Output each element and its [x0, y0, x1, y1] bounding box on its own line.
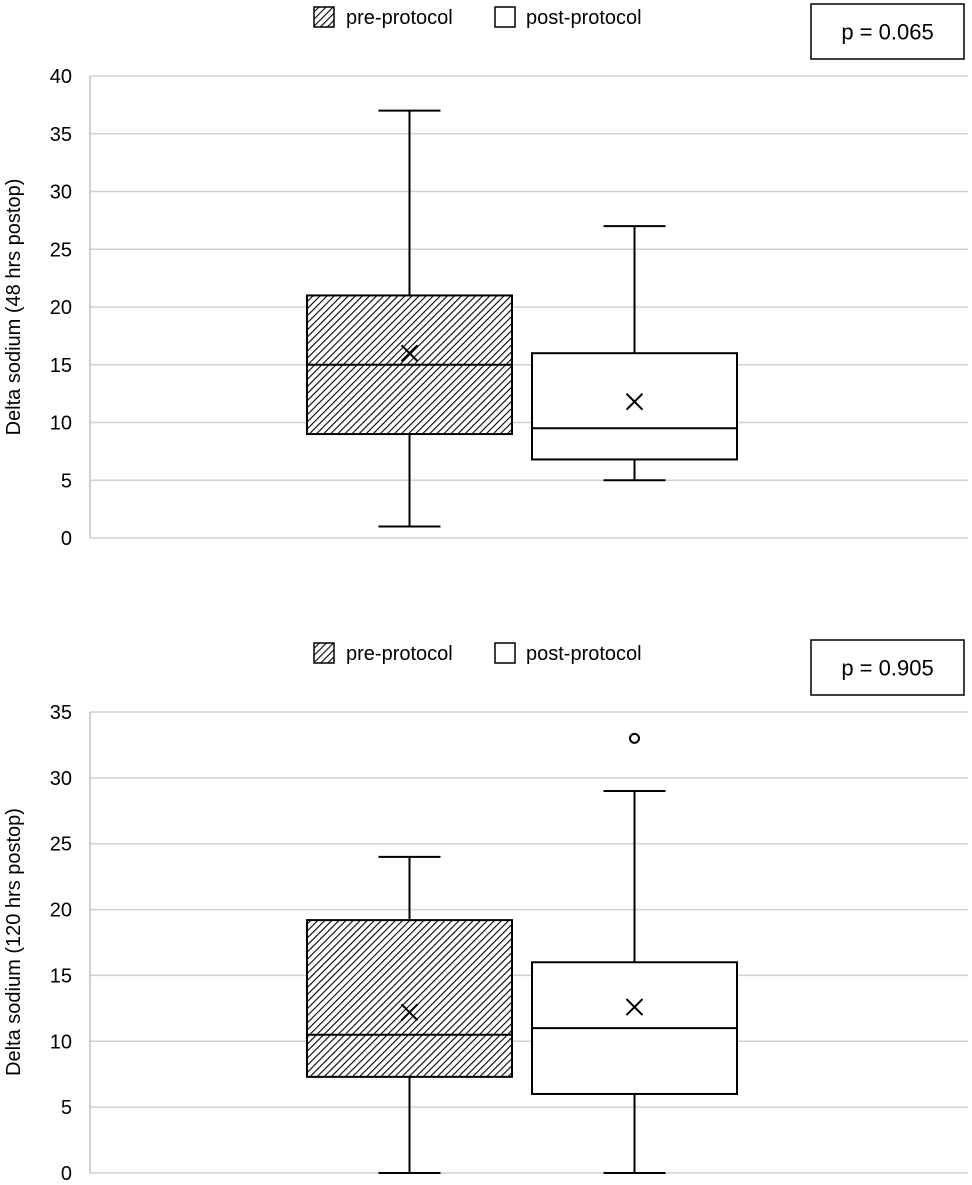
legend: pre-protocol post-protocol [313, 642, 642, 665]
box-pre-protocol [306, 109, 513, 528]
y-tick-label: 10 [50, 1031, 72, 1053]
mean-marker [625, 998, 644, 1016]
y-tick-label: 20 [50, 900, 72, 922]
outlier-point [629, 732, 640, 744]
y-tick-label: 5 [61, 1097, 72, 1119]
box-post-protocol [531, 732, 738, 1174]
y-tick-label: 15 [50, 965, 72, 987]
y-tick-label: 10 [50, 413, 72, 435]
y-axis-label: Delta sodium (120 hrs postop) [3, 808, 25, 1076]
y-tick-label: 30 [50, 768, 72, 790]
y-tick-label: 20 [50, 297, 72, 319]
p-value-box [810, 3, 965, 60]
mean-marker [400, 344, 419, 362]
y-tick-label: 5 [61, 470, 72, 492]
legend-label-post: post-protocol [526, 643, 642, 665]
p-value-box [810, 639, 965, 696]
legend-label-pre: pre-protocol [346, 643, 453, 665]
y-tick-label: 25 [50, 239, 72, 261]
legend-swatch-post [494, 6, 516, 28]
legend-swatch-post [494, 642, 516, 664]
iqr-box [306, 919, 513, 1078]
iqr-box [531, 352, 738, 461]
p-value-annotation: p = 0.065 [841, 20, 933, 45]
y-tick-label: 35 [50, 702, 72, 724]
legend: pre-protocol post-protocol [313, 6, 642, 29]
y-tick-label: 35 [50, 124, 72, 146]
y-tick-label: 30 [50, 182, 72, 204]
y-tick-label: 0 [61, 1163, 72, 1185]
mean-marker [400, 1003, 419, 1022]
legend-swatch-pre [313, 6, 335, 28]
y-tick-label: 25 [50, 834, 72, 856]
mean-marker [625, 393, 644, 411]
y-axis-label: Delta sodium (48 hrs postop) [3, 179, 25, 436]
legend-label-pre: pre-protocol [346, 7, 453, 29]
y-tick-label: 15 [50, 355, 72, 377]
box-post-protocol [531, 225, 738, 482]
legend-swatch-pre [313, 642, 335, 664]
y-tick-label: 40 [50, 66, 72, 88]
boxplot-panel-1: 0 5 10 15 20 25 30 35 40 Delta sodium (48 hrs pos… [3, 3, 968, 550]
y-tick-label: 0 [61, 528, 72, 550]
p-value-annotation: p = 0.905 [841, 656, 933, 681]
box-pre-protocol [306, 855, 513, 1174]
boxplot-panel-2: 0 5 10 15 20 25 30 35 Delta sodium (120 hrs post… [3, 639, 968, 1185]
legend-label-post: post-protocol [526, 7, 642, 29]
